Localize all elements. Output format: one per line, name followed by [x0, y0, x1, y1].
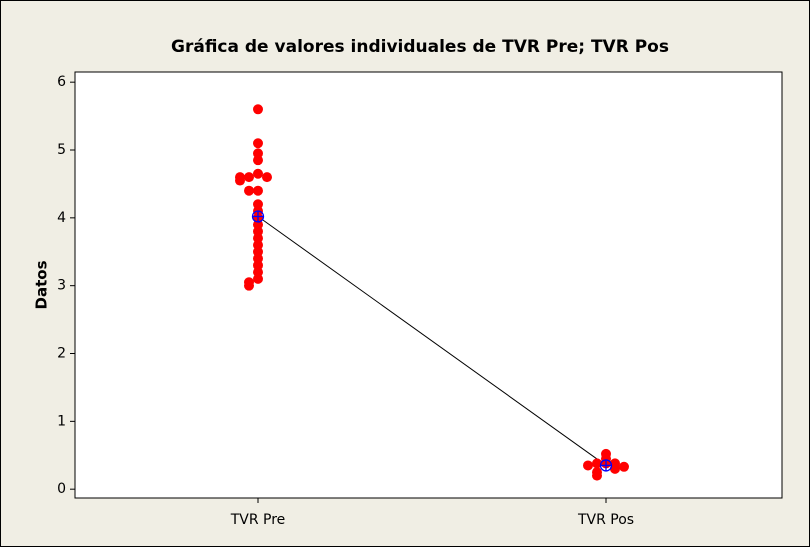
- data-point: [583, 460, 593, 471]
- x-tick-label: TVR Pos: [577, 512, 634, 528]
- y-tick-label: 4: [57, 210, 66, 226]
- data-point: [244, 185, 254, 196]
- data-point: [235, 175, 245, 186]
- data-point: [253, 185, 263, 196]
- mean-cross: [252, 210, 264, 222]
- plot-area: [74, 71, 783, 499]
- data-point: [253, 104, 263, 115]
- mean-cross: [600, 459, 612, 471]
- data-point: [253, 273, 263, 284]
- data-point: [592, 458, 602, 469]
- y-tick-label: 3: [57, 278, 66, 294]
- y-tick-label: 2: [57, 346, 66, 362]
- data-point: [244, 280, 254, 291]
- y-tick-label: 0: [57, 481, 66, 497]
- x-tick-label: TVR Pre: [230, 512, 286, 528]
- data-point: [610, 463, 620, 474]
- y-tick-label: 5: [57, 142, 66, 158]
- y-axis-label: Datos: [33, 260, 51, 309]
- data-point: [253, 138, 263, 149]
- y-tick-label: 1: [57, 413, 66, 429]
- data-point: [253, 168, 263, 179]
- data-point: [262, 172, 272, 183]
- mean-line: [257, 216, 607, 466]
- data-point: [619, 461, 629, 472]
- data-point: [244, 172, 254, 183]
- chart-title: Gráfica de valores individuales de TVR P…: [171, 37, 669, 57]
- y-tick-label: 6: [57, 74, 66, 90]
- data-point: [592, 470, 602, 481]
- data-point: [253, 155, 263, 166]
